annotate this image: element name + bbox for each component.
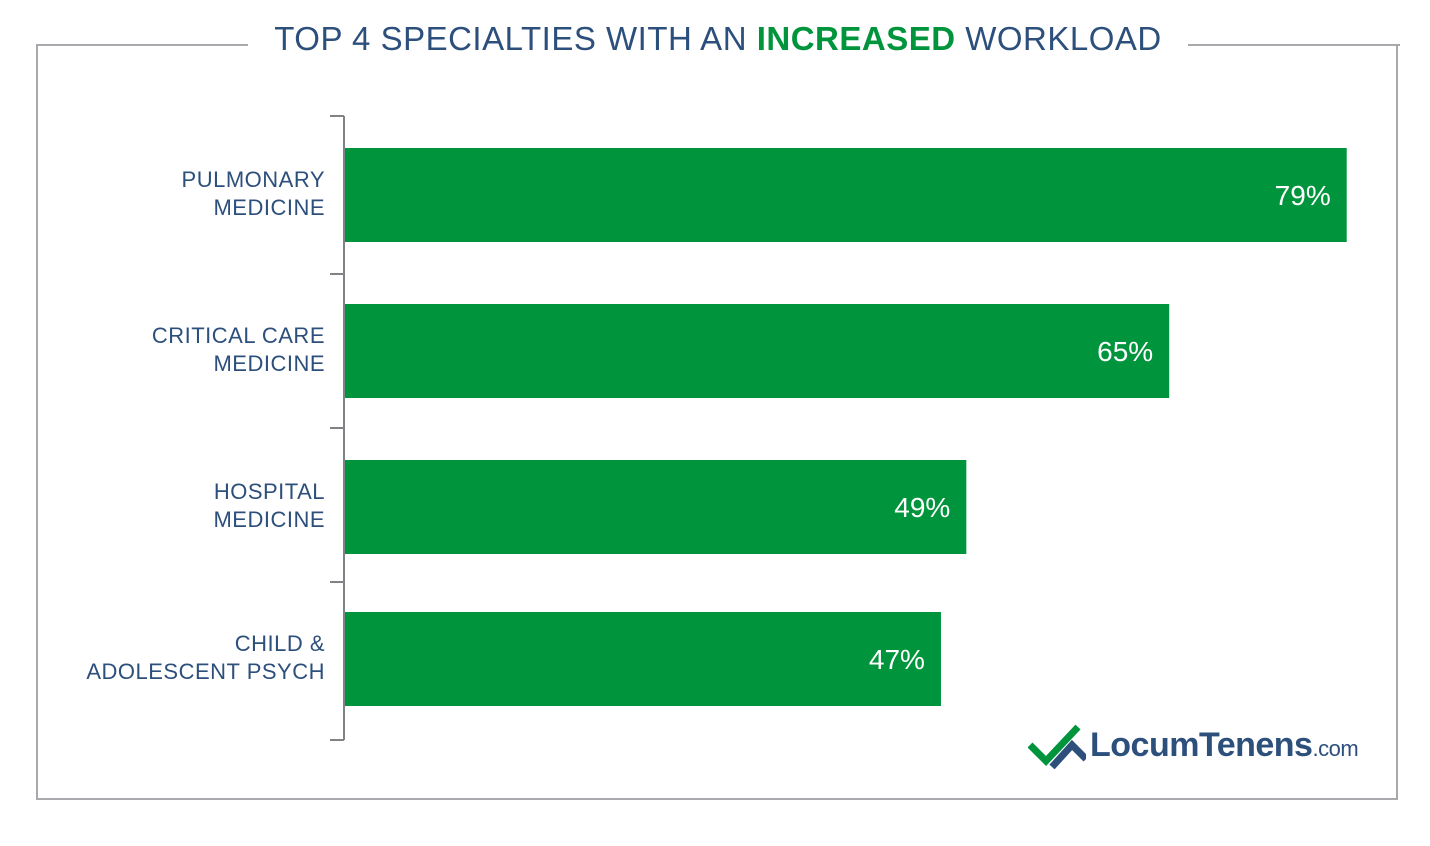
category-label: MEDICINE [213,351,325,376]
bar-0 [345,148,1347,242]
logo-suffix: .com [1312,735,1359,761]
chart-title: TOP 4 SPECIALTIES WITH AN INCREASED WORK… [250,20,1186,58]
logo-name: LocumTenens [1090,725,1313,764]
category-label: CHILD & [235,631,325,656]
title-suffix: WORKLOAD [955,20,1162,57]
bar-3 [345,612,941,706]
bar-value-label: 49% [894,492,950,523]
bar-2 [345,460,967,554]
category-label: ADOLESCENT PSYCH [86,659,325,684]
title-highlight: INCREASED [756,20,956,57]
category-label: MEDICINE [213,195,325,220]
chart-frame [36,44,1398,800]
bar-value-label: 47% [869,644,925,675]
bar-value-label: 65% [1097,336,1153,367]
checkmark-logo-icon [1028,724,1086,769]
category-label: CRITICAL CARE [152,323,325,348]
category-label: MEDICINE [213,507,325,532]
bar-value-label: 79% [1275,180,1331,211]
title-prefix: TOP 4 SPECIALTIES WITH AN [274,20,757,57]
locumtenens-logo: LocumTenens.com [1028,720,1359,770]
frame-top-line-left [36,44,248,46]
bar-1 [345,304,1170,398]
logo-wordmark: LocumTenens.com [1090,725,1359,765]
category-label: PULMONARY [182,167,325,192]
category-label: HOSPITAL [214,479,325,504]
frame-top-line-right [1188,44,1400,46]
